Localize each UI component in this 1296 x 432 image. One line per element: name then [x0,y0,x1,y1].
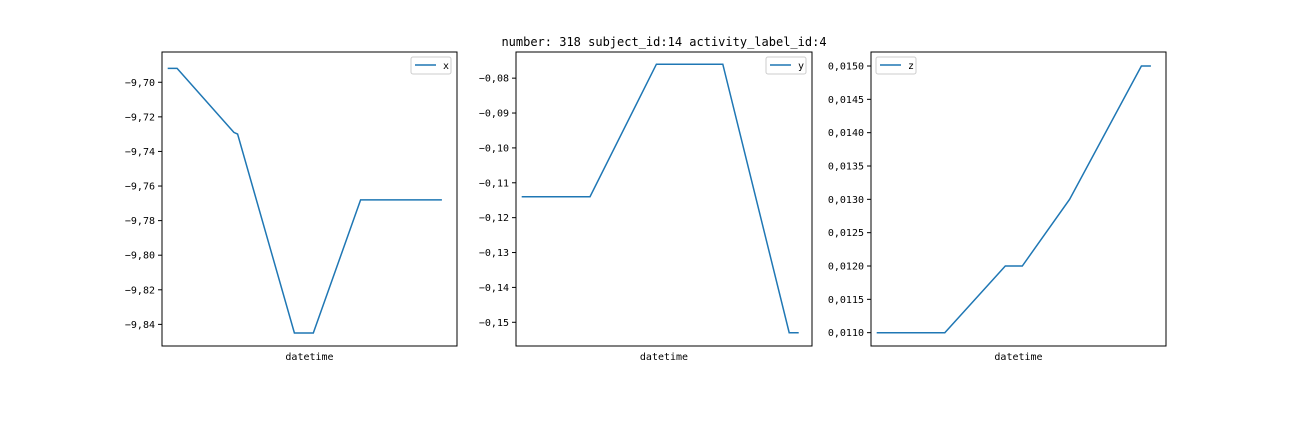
y-tick-label: −0,15 [479,318,509,329]
y-tick-label: −9,74 [125,147,155,158]
x-axis-label: datetime [640,352,688,363]
y-tick-label: 0,0145 [828,95,864,106]
plot-frame [515,51,813,347]
y-tick-label: −9,72 [125,112,155,123]
series-line-x [167,67,442,334]
y-tick-label: 0,0125 [828,228,864,239]
y-tick-label: −0,12 [479,213,509,224]
y-tick-label: −9,70 [125,78,155,89]
x-axis-label: datetime [285,352,333,363]
y-tick-label: 0,0135 [828,162,864,173]
y-axis-ticks: 0,0110 0,0115 0,0120 0,0125 0,0130 0,0135 0,01… [828,62,871,339]
y-tick-label: −9,78 [125,216,155,227]
y-tick-label: −0,09 [479,109,509,120]
x-axis-label: datetime [994,352,1042,363]
plot-frame [161,51,458,347]
plot-frame [870,51,1167,347]
legend-label-x: x [443,61,449,72]
y-tick-label: −9,80 [125,251,155,262]
legend-label-z: z [908,61,914,72]
series-line-z [876,65,1151,334]
series-line-y [521,63,799,334]
y-tick-label: 0,0140 [828,128,864,139]
y-tick-label: 0,0115 [828,295,864,306]
y-tick-label: −0,10 [479,143,509,154]
y-tick-label: −0,14 [479,283,509,294]
figure-title: number: 318 subject_id:14 activity_label… [501,35,826,49]
subplot-y: −0,08 −0,09 −0,10 −0,11 −0,12 −0,13 −0,14 −0,15… [479,51,813,363]
legend: z [875,56,917,75]
y-axis-ticks: −9,70 −9,72 −9,74 −9,76 −9,78 −9,80 −9,82 −9,84 [125,78,162,331]
legend-label-y: y [798,61,804,72]
y-tick-label: −0,13 [479,248,509,259]
y-tick-label: −0,11 [479,178,509,189]
y-tick-label: −9,84 [125,320,155,331]
y-tick-label: 0,0120 [828,262,864,273]
y-tick-label: 0,0110 [828,328,864,339]
y-tick-label: 0,0130 [828,195,864,206]
y-tick-label: −0,08 [479,74,509,85]
y-tick-label: 0,0150 [828,62,864,73]
y-tick-label: −9,76 [125,182,155,193]
subplot-x: −9,70 −9,72 −9,74 −9,76 −9,78 −9,80 −9,82 −9,84… [125,51,458,363]
legend: x [410,56,452,75]
y-axis-ticks: −0,08 −0,09 −0,10 −0,11 −0,12 −0,13 −0,14 −0,15 [479,74,516,329]
subplot-z: 0,0110 0,0115 0,0120 0,0125 0,0130 0,0135 0,01… [828,51,1167,363]
legend: y [765,56,807,75]
y-tick-label: −9,82 [125,285,155,296]
